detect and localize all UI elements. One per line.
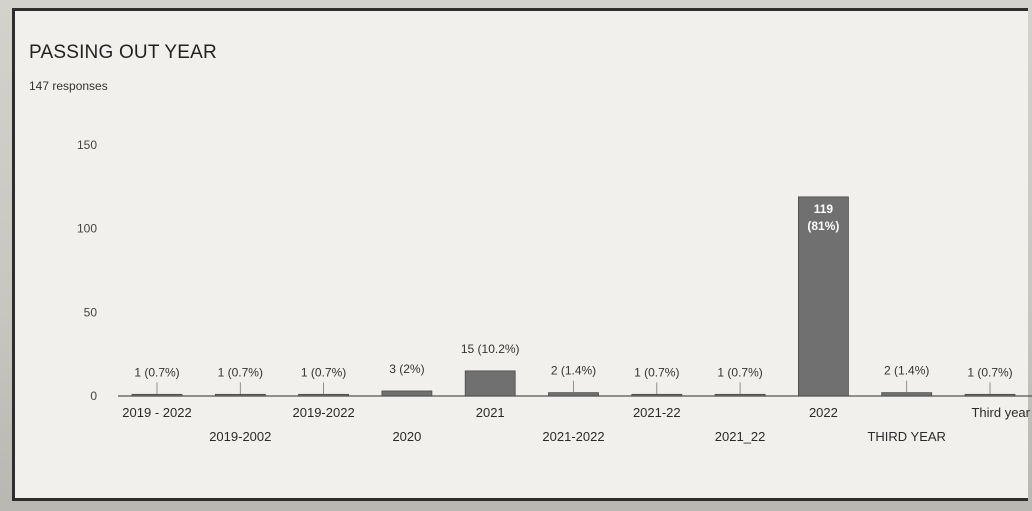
- y-tick-label: 50: [84, 305, 98, 319]
- x-tick-label: Third year: [971, 405, 1030, 420]
- bar: [381, 390, 433, 397]
- x-tick-label: 2020: [392, 429, 421, 444]
- data-label: 119: [814, 202, 834, 216]
- bar: [964, 393, 1016, 397]
- data-label: 2 (1.4%): [551, 364, 596, 378]
- bar: [798, 196, 849, 397]
- x-tick-label: THIRD YEAR: [867, 429, 946, 444]
- y-tick-label: 100: [77, 222, 97, 236]
- data-label: 3 (2%): [389, 362, 424, 376]
- bar: [714, 393, 766, 397]
- data-label: 1 (0.7%): [301, 365, 346, 379]
- x-tick-label: 2021_22: [715, 429, 766, 444]
- x-tick-label: 2021: [476, 405, 505, 420]
- x-tick-label: 2022: [809, 405, 838, 420]
- x-tick-label: 2019 - 2022: [122, 405, 191, 420]
- y-tick-label: 150: [77, 138, 97, 152]
- data-label: 1 (0.7%): [717, 365, 762, 379]
- data-label: 1 (0.7%): [634, 365, 679, 379]
- data-label: 15 (10.2%): [461, 342, 520, 356]
- x-tick-label: 2021-22: [633, 405, 681, 420]
- data-label: 1 (0.7%): [218, 365, 263, 379]
- x-tick-label: 2019-2002: [209, 429, 271, 444]
- data-label: 1 (0.7%): [134, 365, 179, 379]
- response-count: 147 responses: [29, 79, 108, 93]
- chart-card: [12, 8, 1028, 501]
- data-label: (81%): [807, 219, 839, 233]
- bar: [631, 393, 683, 397]
- data-label: 1 (0.7%): [967, 365, 1012, 379]
- bar: [131, 393, 183, 397]
- bar: [214, 393, 266, 397]
- x-tick-label: 2019-2022: [293, 405, 355, 420]
- chart-title: PASSING OUT YEAR: [29, 42, 217, 63]
- y-tick-label: 0: [90, 389, 97, 403]
- x-tick-label: 2021-2022: [542, 429, 604, 444]
- bar: [298, 393, 350, 397]
- data-label: 2 (1.4%): [884, 364, 929, 378]
- bar: [464, 370, 516, 397]
